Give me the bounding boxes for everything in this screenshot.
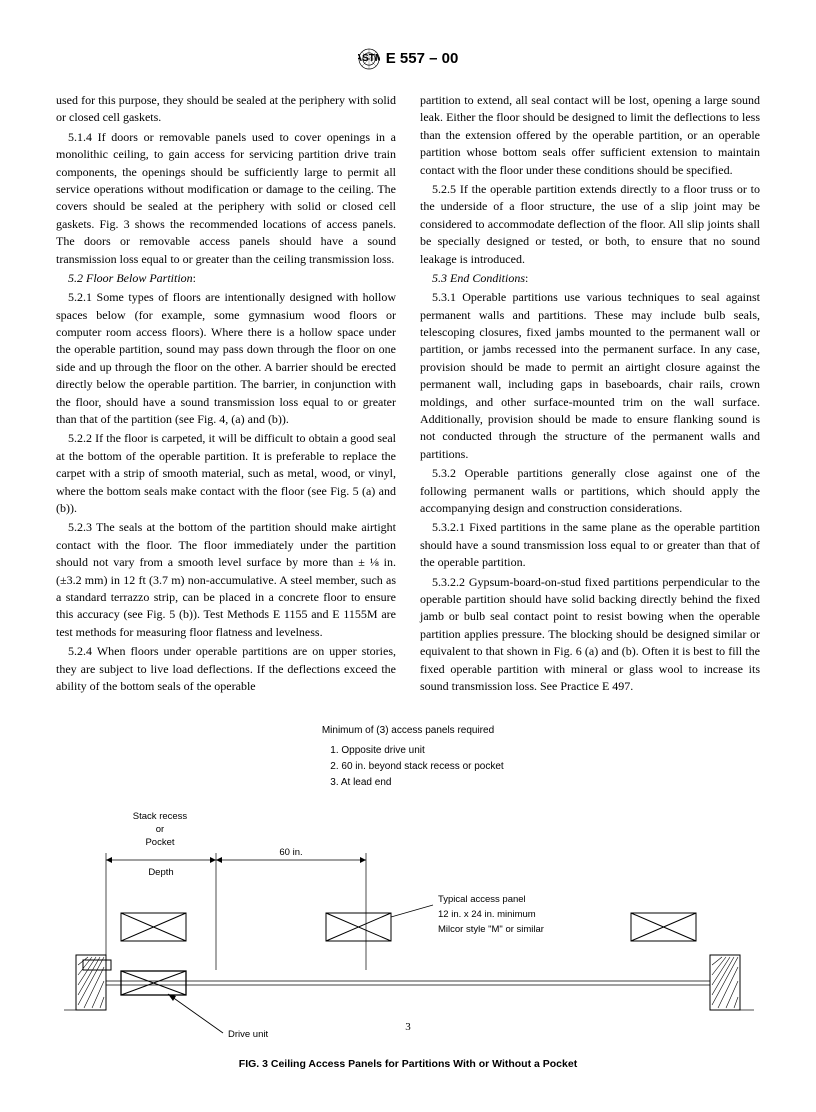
figure-requirements: Minimum of (3) access panels required 1.… [312,723,503,791]
label-panel-3: Milcor style "M" or similar [438,924,544,935]
page-number: 3 [0,1020,816,1036]
figure-3-diagram: Stack recess or Pocket Depth 60 in. [58,805,758,1045]
paragraph-5-3-2-1: 5.3.2.1 Fixed partitions in the same pla… [420,519,760,571]
svg-text:ASTM: ASTM [358,53,380,64]
section-5-2: 5.2 Floor Below Partition: [56,270,396,287]
figure-req-title: Minimum of (3) access panels required [312,723,503,739]
label-stack-2: or [156,824,164,835]
paragraph-5-2-4-cont: partition to extend, all seal contact wi… [420,92,760,179]
paragraph-5-3-2-2: 5.3.2.2 Gypsum-board-on-stud fixed parti… [420,574,760,696]
paragraph-5-2-2: 5.2.2 If the floor is carpeted, it will … [56,430,396,517]
paragraph-5-3-2: 5.3.2 Operable partitions generally clos… [420,465,760,517]
paragraph-5-2-4: 5.2.4 When floors under operable partiti… [56,643,396,695]
label-panel-2: 12 in. x 24 in. minimum [438,909,536,920]
paragraph-5-1-4: 5.1.4 If doors or removable panels used … [56,129,396,268]
figure-req-1: 1. Opposite drive unit [312,743,503,759]
paragraph-5-2-5: 5.2.5 If the operable partition extends … [420,181,760,268]
label-stack-3: Pocket [145,837,174,848]
section-5-3: 5.3 End Conditions: [420,270,760,287]
figure-req-2: 2. 60 in. beyond stack recess or pocket [312,759,503,775]
paragraph-continued: used for this purpose, they should be se… [56,92,396,127]
page-header: ASTM E 557 – 00 [56,48,760,70]
figure-3-caption: FIG. 3 Ceiling Access Panels for Partiti… [56,1057,760,1072]
label-stack-1: Stack recess [133,811,188,822]
paragraph-5-2-1: 5.2.1 Some types of floors are intention… [56,289,396,428]
standard-designation: E 557 – 00 [386,48,459,70]
label-depth: Depth [148,867,173,878]
label-60in: 60 in. [279,847,302,858]
paragraph-5-2-3: 5.2.3 The seals at the bottom of the par… [56,519,396,641]
astm-logo-icon: ASTM [358,48,380,70]
figure-req-3: 3. At lead end [312,775,503,791]
label-panel-1: Typical access panel [438,894,526,905]
paragraph-5-3-1: 5.3.1 Operable partitions use various te… [420,289,760,463]
body-columns: used for this purpose, they should be se… [56,92,760,697]
